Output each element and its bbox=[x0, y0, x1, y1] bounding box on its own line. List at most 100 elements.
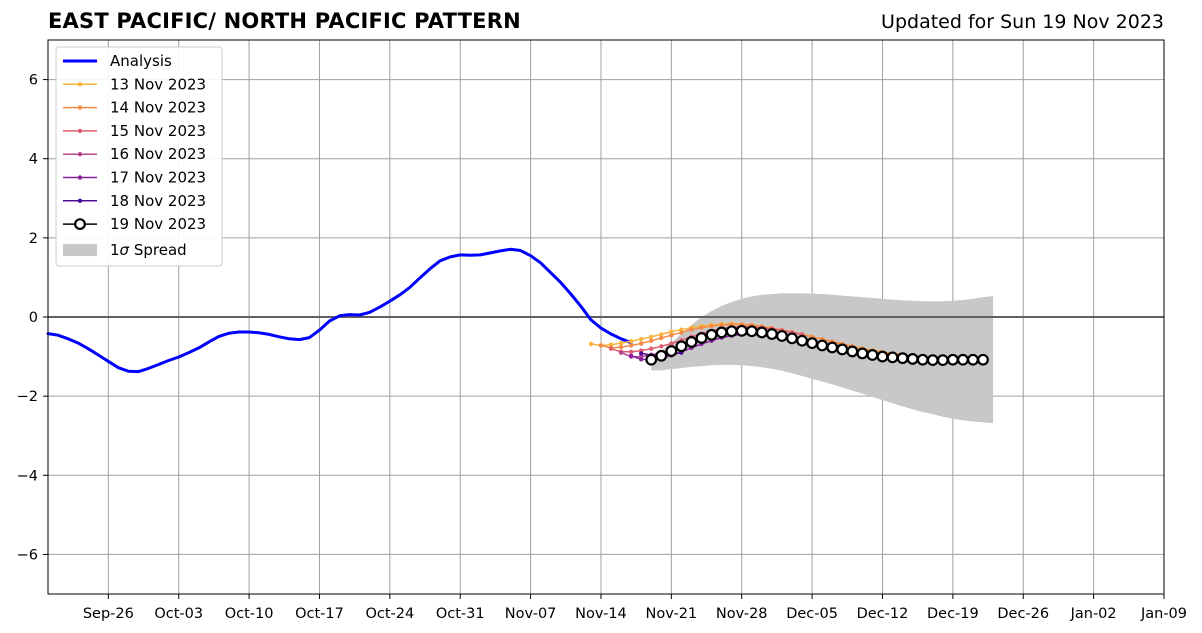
legend-marker bbox=[77, 175, 83, 180]
y-tick-label: 6 bbox=[29, 73, 38, 89]
legend-marker bbox=[77, 82, 83, 87]
forecast-marker bbox=[628, 338, 634, 344]
forecast-marker bbox=[608, 342, 614, 347]
legend-spread-prefix: 1 bbox=[110, 241, 120, 259]
forecast-marker bbox=[659, 344, 664, 349]
legend-label: 16 Nov 2023 bbox=[110, 145, 206, 163]
forecast-marker bbox=[618, 340, 624, 346]
legend-marker bbox=[74, 218, 86, 231]
legend-label: 14 Nov 2023 bbox=[110, 99, 206, 117]
forecast-marker bbox=[786, 332, 798, 345]
forecast-marker bbox=[659, 332, 664, 337]
x-tick-label: Dec-19 bbox=[927, 606, 979, 622]
forecast-marker bbox=[755, 326, 768, 339]
legend-label: 13 Nov 2023 bbox=[110, 75, 206, 93]
y-tick-label: 2 bbox=[29, 231, 38, 247]
forecast-marker bbox=[675, 340, 688, 353]
forecast-marker bbox=[598, 343, 604, 348]
forecast-marker bbox=[776, 330, 788, 342]
forecast-marker bbox=[628, 349, 634, 355]
forecast-marker bbox=[916, 353, 929, 366]
forecast-marker bbox=[608, 346, 614, 351]
forecast-marker bbox=[876, 350, 889, 363]
x-tick-label: Nov-14 bbox=[575, 606, 627, 622]
legend-marker bbox=[77, 198, 83, 203]
legend-marker bbox=[77, 105, 83, 110]
y-tick-label: 4 bbox=[29, 152, 38, 168]
updated-date: Updated for Sun 19 Nov 2023 bbox=[881, 11, 1164, 33]
plot-frame bbox=[47, 39, 1165, 595]
x-tick-label: Oct-31 bbox=[436, 606, 485, 622]
forecast-marker bbox=[977, 353, 989, 366]
legend-label: 19 Nov 2023 bbox=[110, 215, 206, 233]
legend-spread-swatch bbox=[63, 244, 97, 257]
x-tick-label: Jan-09 bbox=[1140, 606, 1187, 622]
spread-band-area bbox=[651, 293, 994, 424]
forecast-marker bbox=[638, 341, 644, 346]
legend-label: 1σ Spread bbox=[110, 241, 187, 259]
forecast-marker bbox=[649, 334, 654, 339]
axes: Sep-26 Oct-03 Oct-10 Oct-17 Oct-24 Oct-31 Nov-… bbox=[17, 39, 1187, 622]
x-tick-label: Oct-03 bbox=[154, 606, 203, 622]
forecast-marker bbox=[856, 347, 869, 360]
forecast-marker bbox=[946, 353, 959, 366]
forecast-marker bbox=[638, 351, 644, 356]
forecast-marker bbox=[866, 349, 879, 361]
forecast-marker bbox=[665, 345, 678, 357]
x-tick-label: Sep-26 bbox=[83, 606, 134, 622]
y-tick-label: −6 bbox=[17, 547, 38, 563]
forecast-marker bbox=[685, 336, 698, 348]
spread-band bbox=[651, 293, 994, 424]
x-tick-label: Dec-05 bbox=[786, 606, 838, 622]
forecast-marker bbox=[936, 354, 949, 367]
x-tick-label: Jan-02 bbox=[1070, 606, 1117, 622]
forecast-marker bbox=[719, 322, 724, 328]
x-tick-label: Nov-21 bbox=[646, 606, 698, 622]
x-tick-label: Nov-07 bbox=[505, 606, 557, 622]
legend: Analysis 13 Nov 2023 14 Nov 2023 15 Nov 202… bbox=[55, 46, 223, 267]
x-tick-label: Oct-24 bbox=[365, 606, 414, 622]
forecast-marker bbox=[806, 337, 819, 350]
forecast-marker bbox=[638, 336, 644, 342]
legend-label: 17 Nov 2023 bbox=[110, 169, 206, 187]
forecast-marker bbox=[679, 330, 684, 335]
forecast-marker bbox=[765, 328, 778, 340]
legend-marker bbox=[77, 152, 83, 157]
legend-marker bbox=[77, 128, 83, 134]
forecast-marker bbox=[906, 353, 919, 365]
forecast-marker bbox=[705, 328, 718, 341]
x-tick-label: Dec-12 bbox=[857, 606, 909, 622]
forecast-marker bbox=[886, 351, 899, 364]
forecast-marker bbox=[588, 341, 594, 347]
forecast-marker bbox=[826, 341, 839, 354]
forecast-marker bbox=[669, 329, 674, 334]
legend-box bbox=[55, 46, 223, 267]
forecast-marker bbox=[957, 353, 969, 366]
forecast-marker bbox=[649, 346, 654, 351]
legend-label: 18 Nov 2023 bbox=[110, 192, 206, 210]
y-tick-label: −2 bbox=[17, 389, 38, 405]
forecast-marker bbox=[618, 350, 624, 355]
forecast-marker bbox=[896, 352, 909, 365]
chart-title: EAST PACIFIC/ NORTH PACIFIC PATTERN bbox=[48, 9, 521, 33]
forecast-marker bbox=[689, 327, 694, 332]
y-tick-label: 0 bbox=[29, 310, 38, 326]
x-tick-label: Nov-28 bbox=[716, 606, 768, 622]
x-tick-label: Dec-26 bbox=[997, 606, 1049, 622]
y-tick-label: −4 bbox=[17, 468, 38, 484]
forecast-marker bbox=[669, 333, 674, 338]
forecast-marker bbox=[926, 354, 939, 367]
x-tick-label: Oct-17 bbox=[295, 606, 344, 622]
forecast-marker bbox=[618, 344, 624, 350]
forecast-marker bbox=[659, 335, 664, 341]
forecast-series bbox=[645, 324, 989, 367]
legend-spread-sigma: σ bbox=[120, 241, 130, 259]
forecast-marker bbox=[645, 353, 658, 366]
forecast-marker bbox=[745, 325, 758, 338]
forecast-marker bbox=[628, 353, 634, 358]
forecast-marker bbox=[735, 324, 748, 337]
legend-label: 15 Nov 2023 bbox=[110, 122, 206, 140]
forecast-marker bbox=[846, 345, 859, 358]
forecast-marker bbox=[669, 341, 674, 346]
